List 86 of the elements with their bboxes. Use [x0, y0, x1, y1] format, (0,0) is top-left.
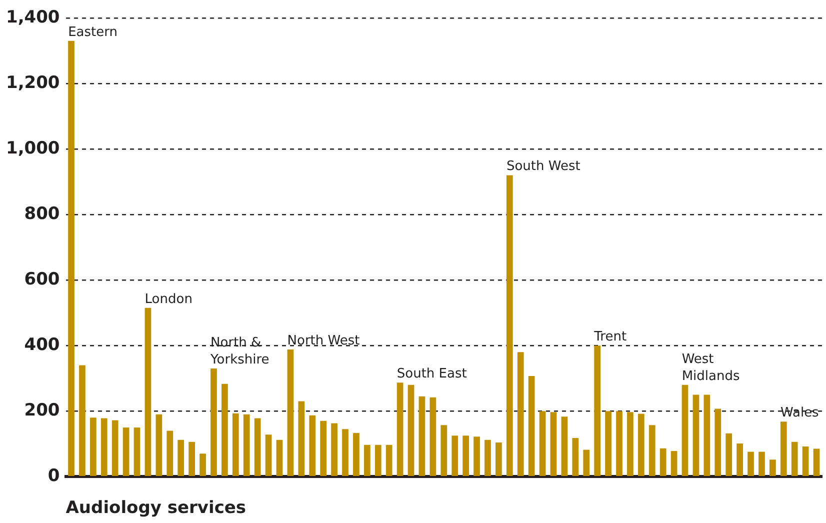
bar — [265, 434, 272, 476]
bar — [364, 444, 370, 476]
annotation: South West — [506, 159, 580, 174]
y-tick-label: 400 — [24, 334, 60, 355]
bar — [791, 442, 798, 476]
bar — [726, 433, 732, 476]
bar — [670, 451, 678, 476]
bar — [396, 382, 404, 476]
bar — [484, 440, 491, 476]
bar — [309, 415, 316, 476]
bar — [418, 396, 426, 476]
annotation: Eastern — [68, 24, 118, 40]
bar — [627, 412, 634, 476]
bar — [166, 430, 174, 476]
bar — [79, 365, 86, 476]
bar — [68, 40, 74, 476]
bar — [462, 436, 469, 476]
bar — [550, 412, 557, 476]
y-tick-label: 0 — [48, 466, 60, 486]
bar — [320, 420, 327, 476]
y-tick-label: 200 — [24, 400, 60, 421]
y-tick-label: 1,000 — [6, 138, 60, 158]
bar — [408, 384, 414, 476]
bar — [178, 440, 184, 476]
bar — [561, 416, 568, 476]
y-tick-label: 600 — [24, 269, 60, 290]
bar — [200, 454, 206, 476]
annotation: South East — [396, 366, 467, 382]
bar — [802, 446, 809, 476]
bar — [813, 448, 820, 476]
bar — [758, 452, 765, 476]
bar — [298, 401, 305, 476]
bar — [770, 460, 776, 476]
bar — [90, 418, 96, 476]
bar — [144, 308, 152, 476]
bar — [780, 422, 787, 476]
annotation: Trent — [593, 329, 627, 344]
annotation: West Midlands — [682, 352, 740, 384]
bar — [692, 394, 700, 476]
bar — [287, 350, 294, 476]
bar — [736, 444, 743, 476]
bar — [660, 448, 666, 476]
bar — [594, 346, 600, 476]
annotation: North West — [287, 333, 360, 348]
bar — [539, 411, 546, 476]
bar — [440, 425, 448, 476]
bar — [474, 436, 480, 476]
bar — [342, 429, 348, 476]
bar — [156, 414, 162, 476]
y-tick-label: 1,400 — [6, 7, 60, 28]
bar — [605, 411, 612, 476]
annotation: London — [144, 292, 192, 307]
bar — [331, 423, 338, 476]
bar — [222, 384, 228, 476]
annotation: Wales — [780, 405, 820, 420]
bar — [682, 384, 688, 476]
bar — [374, 444, 382, 476]
bar — [112, 420, 118, 476]
bar — [748, 452, 754, 476]
bar — [517, 352, 524, 476]
bar — [572, 438, 579, 476]
bar — [254, 418, 261, 476]
bar — [232, 413, 239, 476]
bar — [210, 368, 217, 476]
bar — [386, 444, 392, 476]
bar — [353, 433, 360, 476]
bar — [616, 411, 622, 476]
bar — [188, 442, 195, 476]
bar — [583, 450, 590, 476]
y-tick-label: 800 — [24, 204, 60, 224]
bar — [714, 408, 722, 476]
bar — [704, 394, 710, 476]
bar — [243, 414, 250, 476]
y-tick-label: 1,200 — [6, 72, 60, 93]
bar — [638, 414, 644, 476]
bar — [648, 425, 656, 476]
bar — [496, 442, 502, 476]
bar — [100, 418, 108, 476]
bar — [528, 376, 535, 476]
bar — [122, 427, 130, 476]
bar — [506, 175, 513, 476]
bar — [452, 436, 458, 476]
bar — [276, 440, 283, 476]
x-axis-title: Audiology services — [66, 498, 246, 518]
bar — [134, 427, 140, 476]
bar — [430, 397, 436, 476]
